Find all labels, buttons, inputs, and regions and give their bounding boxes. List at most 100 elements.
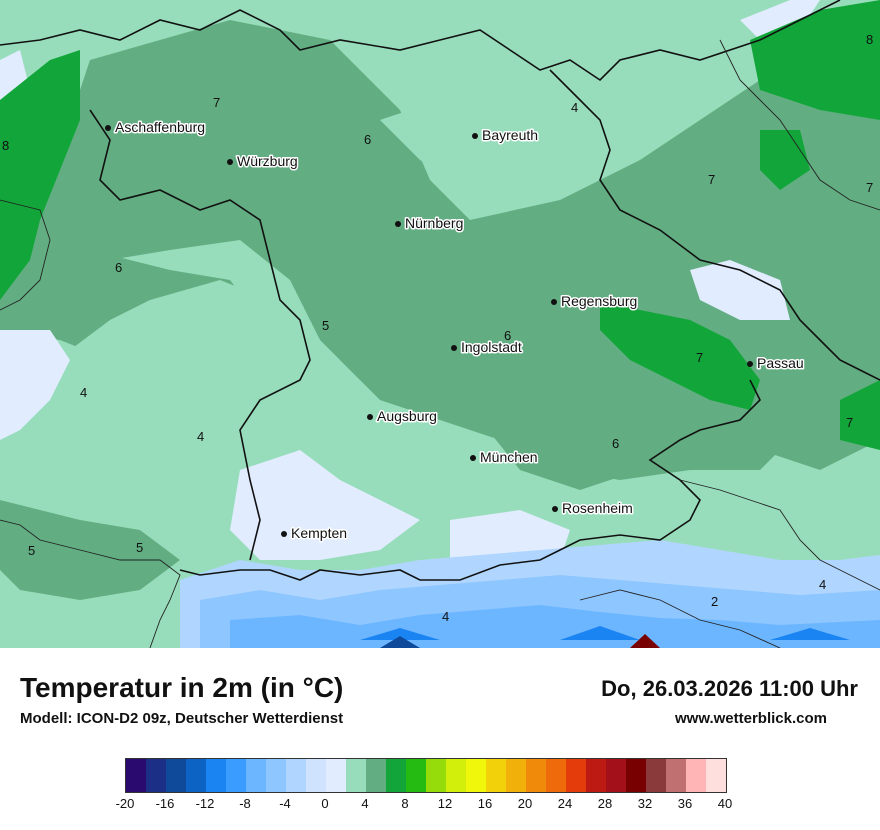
isotherm-label: 6	[364, 132, 371, 147]
isotherm-label: 5	[136, 540, 143, 555]
scale-swatch	[586, 759, 606, 792]
city-label: München	[480, 449, 538, 465]
scale-swatch	[186, 759, 206, 792]
city-nuernberg: Nürnberg	[395, 214, 465, 233]
scale-swatch	[306, 759, 326, 792]
isotherm-label: 7	[846, 415, 853, 430]
scale-tick-label: -8	[239, 796, 251, 811]
scale-swatch	[546, 759, 566, 792]
isotherm-label: 6	[612, 436, 619, 451]
city-bayreuth: Bayreuth	[472, 126, 540, 145]
scale-swatch	[666, 759, 686, 792]
scale-tick-label: 36	[677, 796, 693, 811]
city-label: Bayreuth	[482, 127, 538, 143]
scale-swatch	[266, 759, 286, 792]
isotherm-label: 7	[213, 95, 220, 110]
isotherm-label: 8	[866, 32, 873, 47]
scale-swatch	[606, 759, 626, 792]
city-wuerzburg: Würzburg	[227, 152, 299, 171]
scale-tick-label: 4	[361, 796, 369, 811]
isotherm-label: 4	[80, 385, 87, 400]
temp-zone-4to5	[60, 10, 620, 440]
isotherm-label: 6	[115, 260, 122, 275]
city-label: Aschaffenburg	[115, 119, 205, 135]
city-label: Rosenheim	[562, 500, 633, 516]
isotherm-label: 5	[322, 318, 329, 333]
scale-tick-label: -20	[115, 796, 135, 811]
scale-swatch	[446, 759, 466, 792]
color-scale-ticks: -20 -16 -12 -8 -4 0 4 8 12 16 20 24 28 32 36 40	[0, 796, 880, 816]
scale-tick-label: 16	[477, 796, 493, 811]
scale-swatch	[566, 759, 586, 792]
scale-tick-label: 0	[321, 796, 329, 811]
scale-swatch	[226, 759, 246, 792]
scale-swatch	[506, 759, 526, 792]
city-ingolstadt: Ingolstadt	[451, 338, 523, 357]
scale-swatch	[326, 759, 346, 792]
color-scale	[125, 758, 727, 793]
scale-tick-label: 40	[717, 796, 733, 811]
isotherm-label: 4	[819, 577, 826, 592]
scale-tick-label: -16	[155, 796, 175, 811]
scale-swatch	[626, 759, 646, 792]
scale-tick-label: 32	[637, 796, 653, 811]
scale-swatch	[466, 759, 486, 792]
city-label: Augsburg	[377, 408, 437, 424]
city-label: Ingolstadt	[461, 339, 522, 355]
scale-swatch	[406, 759, 426, 792]
scale-swatch	[146, 759, 166, 792]
scale-tick-label: 20	[517, 796, 533, 811]
isotherm-label: 4	[571, 100, 578, 115]
map-title: Temperatur in 2m (in °C)	[20, 672, 344, 703]
alpine-cold-band	[180, 540, 880, 648]
forecast-datetime: Do, 26.03.2026 11:00 Uhr	[601, 676, 858, 701]
city-passau: Passau	[747, 354, 805, 373]
isotherm-label: 6	[504, 328, 511, 343]
city-rosenheim: Rosenheim	[552, 499, 634, 518]
temp-zone-7to8	[0, 0, 880, 450]
scale-swatch	[686, 759, 706, 792]
isotherm-label: 7	[696, 350, 703, 365]
scale-swatch	[426, 759, 446, 792]
scale-swatch	[386, 759, 406, 792]
city-regensburg: Regensburg	[551, 292, 639, 311]
website-link[interactable]: www.wetterblick.com	[675, 710, 827, 727]
scale-tick-label: 12	[437, 796, 453, 811]
scale-swatch	[486, 759, 506, 792]
scale-swatch	[366, 759, 386, 792]
scale-tick-label: 28	[597, 796, 613, 811]
model-info: Modell: ICON-D2 09z, Deutscher Wetterdie…	[20, 710, 344, 727]
isotherm-labels: 8 7 4 6 7 8 7 6 5 6 4 7 4 6 7 5 5 4 2 4	[2, 32, 873, 624]
city-augsburg: Augsburg	[367, 407, 438, 426]
footer: Temperatur in 2m (in °C) Modell: ICON-D2…	[0, 648, 880, 830]
country-border	[0, 39, 880, 648]
city-label: Passau	[757, 355, 804, 371]
scale-tick-label: 24	[557, 796, 573, 811]
temperature-map: Aschaffenburg Würzburg Bayreuth Nürnberg…	[0, 0, 880, 648]
scale-swatch	[346, 759, 366, 792]
scale-swatch	[206, 759, 226, 792]
city-kempten: Kempten	[281, 524, 349, 543]
state-border	[0, 0, 880, 581]
city-label: Würzburg	[237, 153, 298, 169]
scale-tick-label: -12	[195, 796, 215, 811]
isotherm-label: 5	[28, 543, 35, 558]
isotherm-label: 4	[442, 609, 449, 624]
scale-swatch	[286, 759, 306, 792]
scale-tick-label: 8	[401, 796, 409, 811]
scale-swatch	[126, 759, 146, 792]
city-muenchen: München	[470, 448, 539, 467]
scale-tick-label: -4	[279, 796, 291, 811]
isotherm-label: 2	[711, 594, 718, 609]
isotherm-label: 4	[197, 429, 204, 444]
city-aschaffenburg: Aschaffenburg	[105, 118, 207, 137]
scale-swatch	[646, 759, 666, 792]
isotherm-label: 7	[708, 172, 715, 187]
scale-swatch	[166, 759, 186, 792]
scale-swatch	[246, 759, 266, 792]
city-label: Nürnberg	[405, 215, 463, 231]
city-label: Regensburg	[561, 293, 637, 309]
scale-swatch	[526, 759, 546, 792]
scale-swatch	[706, 759, 726, 792]
city-label: Kempten	[291, 525, 347, 541]
